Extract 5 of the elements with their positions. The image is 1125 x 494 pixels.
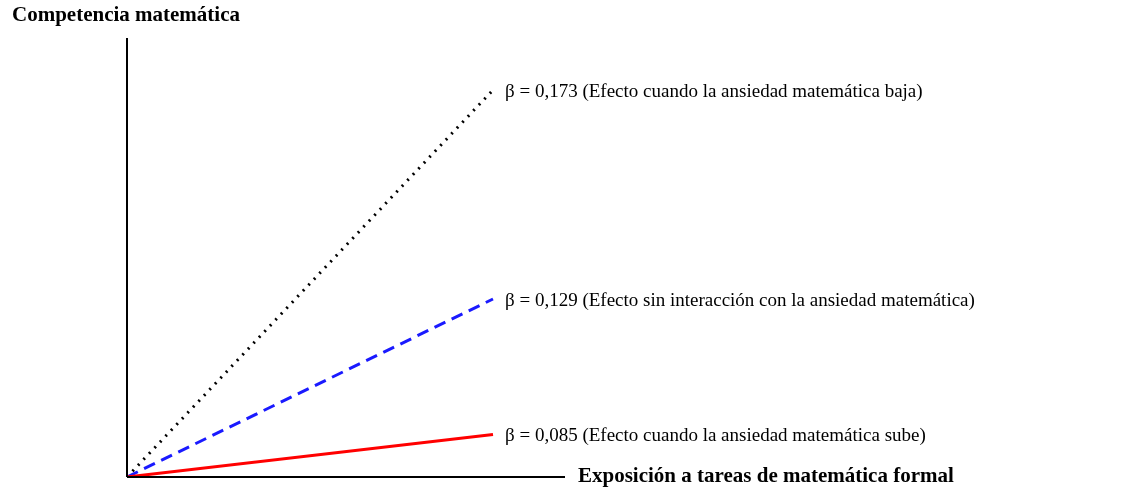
series-label: β = 0,129 (Efecto sin interacción con la ansiedad matemática) — [505, 288, 975, 311]
x-axis-title: Exposición a tareas de matemática formal — [578, 463, 954, 488]
series-label: β = 0,085 (Efecto cuando la ansiedad matemática sube) — [505, 424, 926, 447]
y-axis-title: Competencia matemática — [12, 2, 241, 27]
series-label: β = 0,173 (Efecto cuando la ansiedad matemática baja) — [505, 80, 923, 102]
